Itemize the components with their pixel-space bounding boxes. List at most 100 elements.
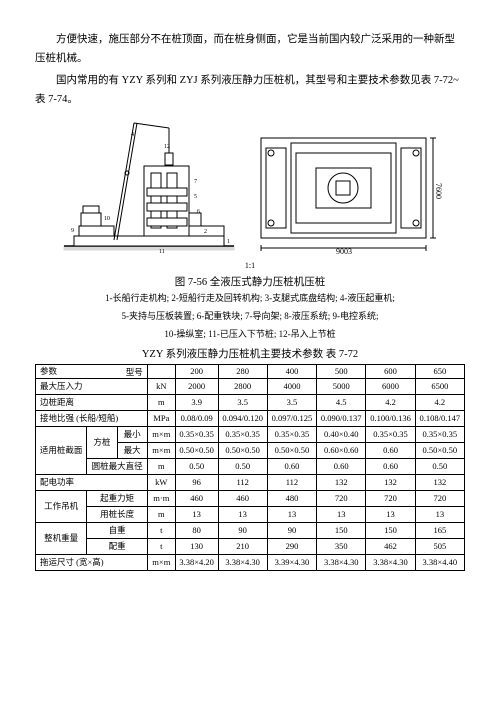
- svg-text:7: 7: [194, 179, 197, 185]
- cell-value: 0.090/0.137: [317, 410, 366, 426]
- svg-text:5: 5: [194, 194, 197, 200]
- cell-value: 0.50: [218, 458, 267, 474]
- cell-value: 4000: [267, 378, 316, 394]
- cell-label: 最大: [117, 442, 147, 458]
- table-row: 用桩长度 m 13 13 13 13 13 13: [36, 506, 465, 522]
- cell-value: 0.60: [366, 442, 415, 458]
- cell-value: 0.50×0.50: [267, 442, 316, 458]
- cell-value: 290: [267, 538, 316, 554]
- table-row: 整机重量 自重 t 80 90 90 150 150 165: [36, 522, 465, 538]
- cell-value: 112: [267, 474, 316, 490]
- cell-value: 13: [267, 506, 316, 522]
- svg-text:9: 9: [71, 228, 74, 234]
- cell-unit: m×m: [147, 442, 175, 458]
- cell-value: 90: [218, 522, 267, 538]
- figure-legend-3: 10-操纵室; 11-已压入下节桩; 12-吊入上节桩: [35, 327, 465, 341]
- cell-value: 3.38×4.20: [175, 554, 218, 570]
- table-row: 最大压入力 kN 2000 2800 4000 5000 6000 6500: [36, 378, 465, 394]
- hdr-500: 500: [317, 364, 366, 378]
- cell-value: 0.50×0.50: [175, 442, 218, 458]
- cell-label: 工作吊机: [36, 490, 87, 522]
- cell-value: 0.35×0.35: [267, 426, 316, 442]
- cell-value: 0.100/0.136: [366, 410, 415, 426]
- cell-label: 拖运尺寸 (宽×高): [36, 554, 148, 570]
- cell-unit: t: [147, 522, 175, 538]
- dim-7600: 7600: [434, 183, 443, 199]
- cell-value: 3.5: [218, 394, 267, 410]
- diagram-plan-view: 9003 7600: [251, 128, 441, 258]
- cell-value: 460: [218, 490, 267, 506]
- cell-label: 接地比强 (长船/短船): [36, 410, 148, 426]
- cell-label: 边桩距离: [36, 394, 148, 410]
- svg-text:11: 11: [159, 249, 165, 255]
- hdr-200: 200: [175, 364, 218, 378]
- cell-value: 13: [317, 506, 366, 522]
- cell-value: 0.60: [366, 458, 415, 474]
- cell-value: 0.60: [317, 458, 366, 474]
- cell-value: 3.38×4.40: [415, 554, 464, 570]
- cell-value: 0.50: [175, 458, 218, 474]
- figure-legend-2: 5-夹持与压板装置; 6-配重铁块; 7-导向架; 8-液压系统; 9-电控系统…: [35, 309, 465, 323]
- cell-unit: m×m: [147, 554, 175, 570]
- cell-value: 4.2: [366, 394, 415, 410]
- table-row: 配电功率 kW 96 112 112 132 132 132: [36, 474, 465, 490]
- svg-text:4: 4: [131, 132, 134, 138]
- cell-value: 3.38×4.30: [317, 554, 366, 570]
- figure-scale: 1:1: [35, 261, 465, 270]
- figure-legend-1: 1-长船行走机构; 2-短船行走及回转机构; 3-支腿式底盘结构; 4-液压起重…: [35, 291, 465, 305]
- cell-unit: m×m: [147, 426, 175, 442]
- figure-diagrams: 9 10 4 12 7 5 6 2 1 11: [35, 118, 465, 258]
- cell-value: 3.9: [175, 394, 218, 410]
- svg-text:6: 6: [197, 209, 200, 215]
- cell-value: 2800: [218, 378, 267, 394]
- cell-label: 最大压入力: [36, 378, 148, 394]
- cell-value: 0.50×0.50: [415, 442, 464, 458]
- cell-label: 适用桩截面: [36, 426, 87, 474]
- table-row: 工作吊机 起重力矩 m·m 460 460 480 720 720 720: [36, 490, 465, 506]
- cell-label: 圆桩最大直径: [87, 458, 147, 474]
- svg-text:1: 1: [227, 239, 230, 245]
- cell-value: 6500: [415, 378, 464, 394]
- cell-value: 720: [317, 490, 366, 506]
- cell-value: 13: [218, 506, 267, 522]
- svg-text:2: 2: [204, 229, 207, 235]
- paragraph-2: 国内常用的有 YZY 系列和 ZYJ 系列液压静力压桩机，其型号和主要技术参数见…: [35, 71, 465, 110]
- cell-unit: kN: [147, 378, 175, 394]
- cell-label: 整机重量: [36, 522, 87, 554]
- cell-value: 80: [175, 522, 218, 538]
- hdr-400: 400: [267, 364, 316, 378]
- cell-value: 132: [415, 474, 464, 490]
- cell-value: 132: [317, 474, 366, 490]
- table-header-row: 型号 参数 200 280 400 500 600 650: [36, 364, 465, 378]
- cell-value: 0.097/0.125: [267, 410, 316, 426]
- cell-value: 350: [317, 538, 366, 554]
- diagram-crane-elevation: 9 10 4 12 7 5 6 2 1 11: [59, 118, 239, 258]
- cell-label: 自重: [87, 522, 147, 538]
- cell-value: 3.5: [267, 394, 316, 410]
- cell-value: 0.094/0.120: [218, 410, 267, 426]
- table-row: 适用桩截面 方桩 最小 m×m 0.35×0.35 0.35×0.35 0.35…: [36, 426, 465, 442]
- cell-value: 4.2: [415, 394, 464, 410]
- cell-value: 5000: [317, 378, 366, 394]
- cell-value: 462: [366, 538, 415, 554]
- cell-label: 用桩长度: [87, 506, 147, 522]
- cell-value: 2000: [175, 378, 218, 394]
- cell-value: 210: [218, 538, 267, 554]
- cell-value: 0.108/0.147: [415, 410, 464, 426]
- paragraph-1: 方便快速，施压部分不在桩顶面，而在桩身侧面，它是当前国内较广泛采用的一种新型压桩…: [35, 30, 465, 69]
- hdr-param: 参数: [40, 365, 57, 377]
- hdr-280: 280: [218, 364, 267, 378]
- cell-value: 480: [267, 490, 316, 506]
- cell-value: 0.35×0.35: [366, 426, 415, 442]
- cell-value: 150: [366, 522, 415, 538]
- cell-value: 0.35×0.35: [175, 426, 218, 442]
- cell-value: 13: [175, 506, 218, 522]
- table-row: 圆桩最大直径 m 0.50 0.50 0.60 0.60 0.60 0.50: [36, 458, 465, 474]
- cell-value: 0.50×0.50: [218, 442, 267, 458]
- spec-table: 型号 参数 200 280 400 500 600 650 最大压入力 kN 2…: [35, 364, 465, 571]
- cell-unit: MPa: [147, 410, 175, 426]
- cell-value: 150: [317, 522, 366, 538]
- cell-unit: t: [147, 538, 175, 554]
- cell-value: 720: [415, 490, 464, 506]
- cell-value: 13: [366, 506, 415, 522]
